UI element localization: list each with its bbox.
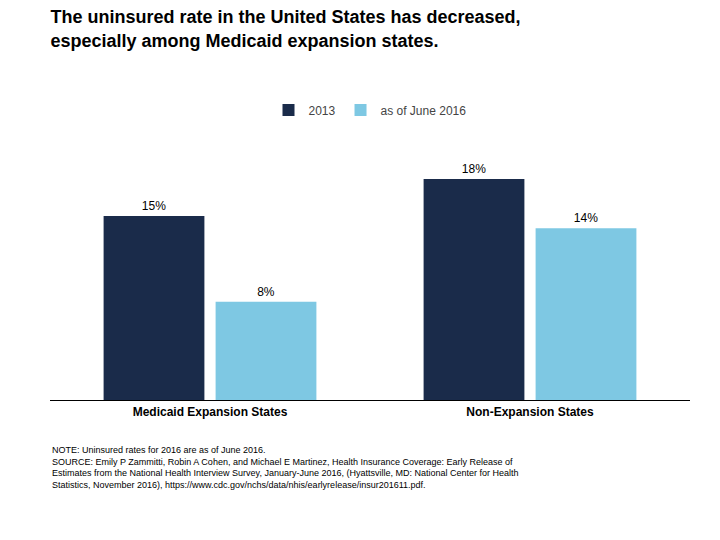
svg-text:Non-Expansion States: Non-Expansion States (466, 405, 594, 419)
svg-text:15%: 15% (142, 199, 166, 213)
svg-text:The uninsured rate in the Unit: The uninsured rate in the United States … (50, 7, 520, 50)
svg-text:8%: 8% (257, 285, 275, 299)
svg-text:NOTE: Uninsured rates for 2016: NOTE: Uninsured rates for 2016 are as of… (52, 445, 519, 490)
svg-text:14%: 14% (574, 211, 598, 225)
svg-text:2013: 2013 (309, 104, 336, 118)
svg-text:18%: 18% (462, 162, 486, 176)
svg-text:as of June 2016: as of June 2016 (381, 104, 467, 118)
svg-text:Medicaid Expansion States: Medicaid Expansion States (133, 405, 288, 419)
